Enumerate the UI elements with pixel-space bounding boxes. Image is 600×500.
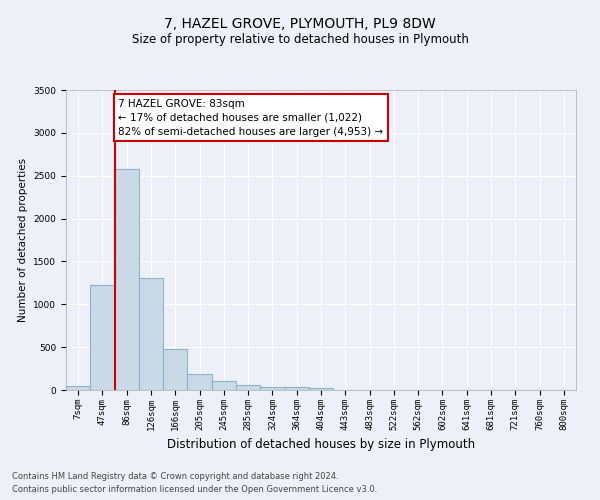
Bar xyxy=(187,374,212,390)
Y-axis label: Number of detached properties: Number of detached properties xyxy=(18,158,28,322)
Bar xyxy=(139,278,163,390)
Bar xyxy=(163,349,187,390)
Text: 7 HAZEL GROVE: 83sqm
← 17% of detached houses are smaller (1,022)
82% of semi-de: 7 HAZEL GROVE: 83sqm ← 17% of detached h… xyxy=(118,98,383,136)
Text: Contains HM Land Registry data © Crown copyright and database right 2024.: Contains HM Land Registry data © Crown c… xyxy=(12,472,338,481)
Bar xyxy=(115,169,139,390)
Bar xyxy=(284,388,309,390)
Bar xyxy=(90,286,115,390)
Bar xyxy=(309,388,333,390)
X-axis label: Distribution of detached houses by size in Plymouth: Distribution of detached houses by size … xyxy=(167,438,475,451)
Bar xyxy=(66,386,90,390)
Text: Size of property relative to detached houses in Plymouth: Size of property relative to detached ho… xyxy=(131,32,469,46)
Bar xyxy=(236,385,260,390)
Text: Contains public sector information licensed under the Open Government Licence v3: Contains public sector information licen… xyxy=(12,485,377,494)
Text: 7, HAZEL GROVE, PLYMOUTH, PL9 8DW: 7, HAZEL GROVE, PLYMOUTH, PL9 8DW xyxy=(164,18,436,32)
Bar xyxy=(260,386,284,390)
Bar xyxy=(212,380,236,390)
